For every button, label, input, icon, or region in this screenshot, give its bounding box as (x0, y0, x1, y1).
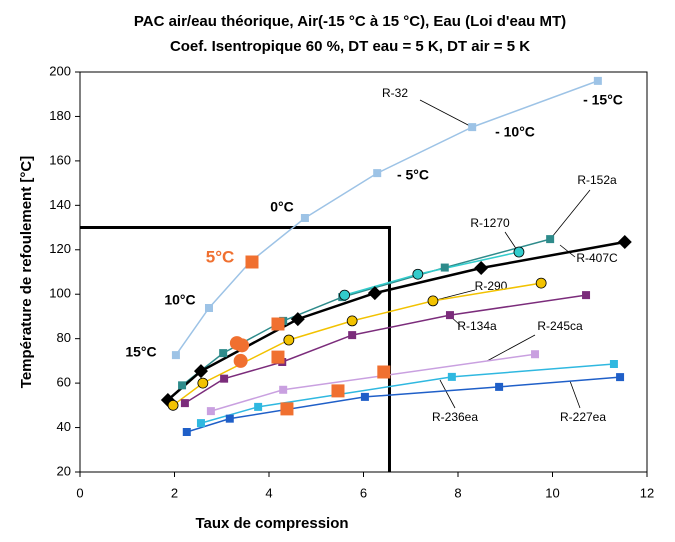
point (204, 304, 213, 312)
series-label: R-152a (577, 173, 617, 187)
limit-line (80, 226, 391, 472)
point (219, 349, 228, 358)
point (593, 76, 602, 85)
point (348, 331, 357, 340)
point (280, 402, 294, 416)
series-line (181, 238, 551, 386)
y-tick-label: 60 (57, 375, 71, 390)
series-line (172, 282, 542, 406)
x-tick-label: 4 (265, 485, 272, 500)
point (178, 381, 187, 390)
temperature-label: 15°C (125, 344, 156, 360)
series-label: R-236ea (432, 410, 478, 424)
point (235, 338, 250, 353)
x-axis-title: Taux de compression (195, 515, 348, 532)
series-label: R-227ea (560, 410, 606, 424)
y-tick-label: 40 (57, 419, 71, 434)
y-tick-label: 160 (49, 152, 71, 167)
y-tick-label: 20 (57, 463, 71, 478)
series-line (186, 376, 621, 433)
point (445, 311, 454, 320)
point (617, 235, 632, 249)
point (339, 289, 351, 301)
point (377, 365, 391, 379)
point (171, 351, 180, 360)
point (440, 263, 449, 272)
point (582, 291, 591, 300)
series-line (210, 353, 536, 412)
temperature-label: - 15°C (583, 92, 623, 108)
point (616, 373, 625, 382)
point (495, 382, 504, 391)
temperature-label: 5°C (206, 247, 235, 266)
series-line (167, 240, 626, 401)
x-tick-label: 12 (640, 485, 654, 500)
point (513, 246, 525, 258)
point (367, 286, 382, 301)
temperature-label: 10°C (164, 292, 195, 308)
point (283, 334, 295, 346)
temperature-label: - 10°C (495, 124, 535, 140)
series-label: R-407C (576, 251, 618, 265)
point (300, 214, 309, 222)
x-tick-label: 6 (360, 485, 367, 500)
y-tick-label: 80 (57, 330, 71, 345)
point (197, 377, 209, 389)
x-tick-label: 0 (76, 485, 83, 500)
point (546, 235, 555, 244)
point (279, 385, 288, 394)
point (254, 402, 263, 411)
y-tick-label: 140 (49, 197, 71, 212)
point (225, 414, 234, 423)
point (271, 350, 285, 364)
point (360, 392, 369, 401)
point (196, 419, 205, 428)
point (412, 268, 424, 280)
y-tick-label: 100 (49, 286, 71, 301)
x-tick-label: 10 (545, 485, 559, 500)
x-tick-label: 2 (171, 485, 178, 500)
y-tick-label: 200 (49, 63, 71, 78)
point (180, 399, 189, 408)
point (245, 255, 259, 269)
series-label: R-32 (382, 86, 408, 100)
point (167, 399, 179, 411)
point (182, 428, 191, 436)
y-tick-label: 180 (49, 108, 71, 123)
annotations: - 15°C - 10°C - 5°C 0°C 5°C 10°C 15°C R-32 R-152… (125, 86, 623, 424)
point (427, 295, 439, 307)
point (373, 169, 382, 178)
point (290, 312, 305, 327)
point (193, 364, 208, 379)
point (206, 407, 215, 416)
point (233, 353, 248, 368)
series-line (175, 80, 599, 356)
leader-lines (419, 99, 591, 409)
point (220, 374, 229, 383)
point (531, 350, 540, 359)
y-axis-title: Température de refoulement [°C] (18, 156, 35, 388)
point (468, 123, 477, 132)
point (331, 384, 345, 398)
temperature-label: - 5°C (397, 167, 429, 183)
point (271, 317, 285, 331)
point (609, 360, 618, 368)
chart-title: PAC air/eau théorique, Air(-15 °C à 15 °… (134, 13, 566, 30)
chart-subtitle: Coef. Isentropique 60 %, DT eau = 5 K, D… (170, 38, 530, 55)
point (474, 261, 489, 275)
series-label: R-245ca (537, 319, 583, 333)
point (346, 315, 358, 327)
x-tick-label: 8 (454, 485, 461, 500)
temperature-label: 0°C (270, 199, 294, 215)
series-label: R-134a (457, 319, 497, 333)
point (447, 372, 456, 381)
series-label: R-1270 (470, 216, 510, 230)
y-tick-label: 120 (49, 241, 71, 256)
series-line (184, 294, 587, 404)
point (535, 277, 547, 289)
